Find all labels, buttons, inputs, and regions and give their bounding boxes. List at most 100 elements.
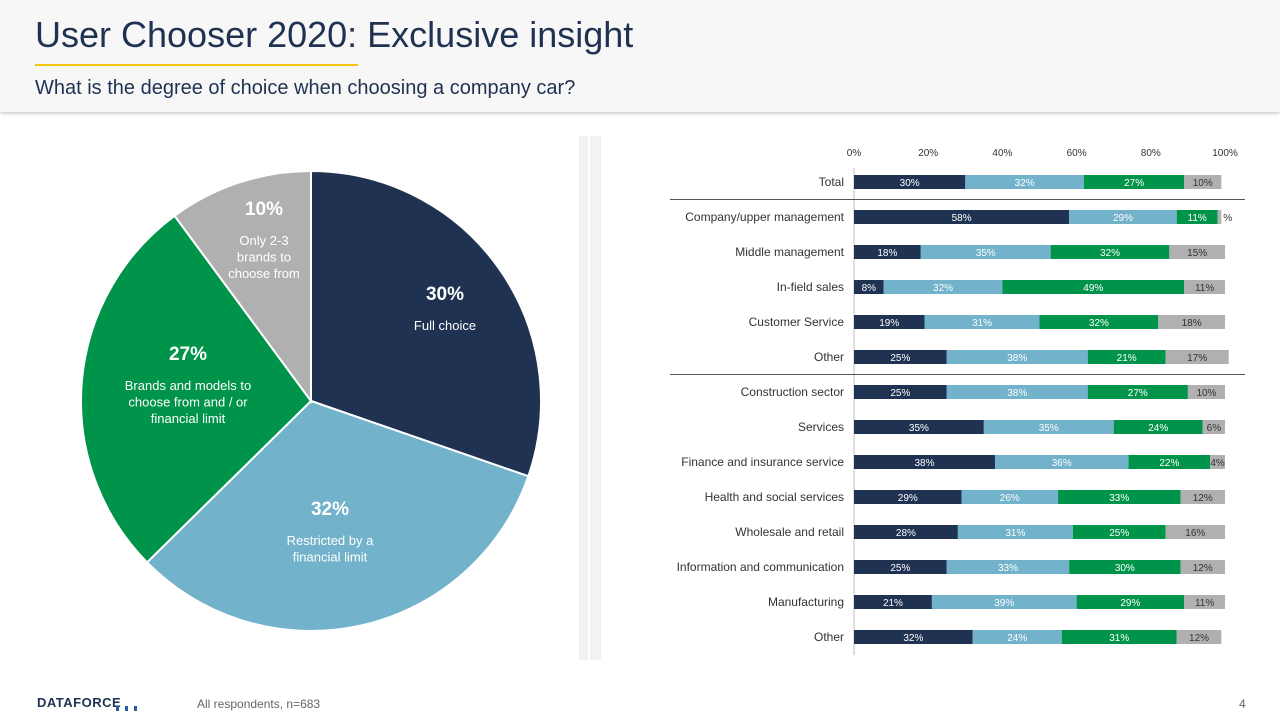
dataforce-logo: DATAFORCE bbox=[37, 695, 122, 710]
pie-slice-label: Restricted by a financial limit bbox=[287, 533, 374, 565]
bar-value-label: 29% bbox=[1113, 213, 1133, 224]
category-label: Customer Service bbox=[749, 315, 845, 329]
panel-divider-line bbox=[588, 136, 590, 660]
bar-value-label: 25% bbox=[890, 563, 910, 574]
bar-segment bbox=[994, 455, 1129, 469]
bar-value-label: 12% bbox=[1193, 563, 1213, 574]
bar-value-label: 24% bbox=[1007, 633, 1027, 644]
bar-segment bbox=[854, 245, 921, 259]
pie-slice bbox=[80, 214, 313, 564]
bar-value-label: 4% bbox=[1210, 458, 1225, 469]
bar-segment bbox=[920, 245, 1051, 259]
bar-segment bbox=[1061, 630, 1177, 644]
bar-segment bbox=[983, 420, 1114, 434]
bar-value-label: 21% bbox=[883, 598, 903, 609]
x-tick-label: 0% bbox=[847, 148, 862, 159]
bar-value-label: 27% bbox=[1124, 178, 1144, 189]
bar-segment bbox=[1180, 560, 1225, 574]
bar-value-label: 11% bbox=[1188, 213, 1207, 224]
pie-slice-label: Brands and models to choose from and / or… bbox=[125, 378, 251, 426]
bar-value-label: 31% bbox=[1005, 528, 1025, 539]
bar-value-label: 32% bbox=[1100, 248, 1120, 259]
bar-value-label: 39% bbox=[994, 598, 1014, 609]
bar-value-label: 15% bbox=[1187, 248, 1207, 259]
bar-segment bbox=[965, 175, 1085, 189]
bar-segment bbox=[1058, 490, 1181, 504]
category-label: Total bbox=[819, 175, 844, 189]
bar-value-label: 33% bbox=[998, 563, 1018, 574]
bar-segment bbox=[854, 630, 973, 644]
category-label: Services bbox=[798, 420, 844, 434]
category-label: Other bbox=[814, 350, 844, 364]
bar-value-label: 25% bbox=[1109, 528, 1129, 539]
bar-value-label: 33% bbox=[1109, 493, 1129, 504]
bar-value-label: 11% bbox=[1195, 283, 1214, 294]
bar-segment bbox=[1210, 455, 1225, 469]
slide-header: User Chooser 2020: Exclusive insight Wha… bbox=[0, 0, 1280, 112]
bar-segment bbox=[1069, 210, 1177, 224]
bar-segment bbox=[946, 385, 1088, 399]
category-label: Wholesale and retail bbox=[735, 525, 844, 539]
bar-segment bbox=[1180, 490, 1225, 504]
panel-divider bbox=[579, 136, 601, 660]
bar-value-label: 11% bbox=[1195, 598, 1214, 609]
bar-value-label: 6% bbox=[1207, 423, 1222, 434]
bar-value-label: 25% bbox=[890, 353, 910, 364]
bar-segment bbox=[883, 280, 1003, 294]
bar-value-label: 12% bbox=[1189, 633, 1209, 644]
bar-segment bbox=[854, 420, 984, 434]
bar-segment bbox=[1050, 245, 1170, 259]
pie-slice bbox=[310, 169, 542, 478]
bar-value-label: 49% bbox=[1083, 283, 1103, 294]
category-label: Manufacturing bbox=[768, 595, 844, 609]
bar-value-label: 32% bbox=[903, 633, 923, 644]
bar-value-label: 17% bbox=[1187, 353, 1207, 364]
bar-value-label: 24% bbox=[1148, 423, 1168, 434]
x-tick-label: 80% bbox=[1141, 148, 1161, 159]
bar-value-label: 12% bbox=[1193, 493, 1213, 504]
bar-segment bbox=[1087, 350, 1166, 364]
bar-segment bbox=[1128, 455, 1211, 469]
x-tick-label: 100% bbox=[1212, 148, 1238, 159]
pie-slice-label: Only 2-3 brands to choose from bbox=[228, 233, 300, 281]
bar-segment bbox=[1184, 280, 1225, 294]
pie-slice-percent: 30% bbox=[426, 284, 464, 305]
bar-segment bbox=[1217, 210, 1222, 224]
bar-value-label: 32% bbox=[1015, 178, 1035, 189]
bar-segment bbox=[1184, 595, 1225, 609]
category-label: In-field sales bbox=[777, 280, 844, 294]
bar-value-label: 35% bbox=[1039, 423, 1059, 434]
bar-value-label: 19% bbox=[879, 318, 899, 329]
category-label: Information and communication bbox=[677, 560, 844, 574]
bar-segment bbox=[854, 350, 947, 364]
bar-value-label: 8% bbox=[862, 283, 877, 294]
category-label: Company/upper management bbox=[685, 210, 844, 224]
bar-segment bbox=[924, 315, 1040, 329]
category-label: Finance and insurance service bbox=[681, 455, 844, 469]
bar-segment bbox=[854, 385, 947, 399]
bar-segment bbox=[854, 315, 925, 329]
bar-value-label: 16% bbox=[1185, 528, 1205, 539]
page-number: 4 bbox=[1239, 697, 1246, 711]
bar-segment bbox=[946, 560, 1070, 574]
bar-value-label: 35% bbox=[976, 248, 996, 259]
bar-segment bbox=[1039, 315, 1159, 329]
bar-value-label: 30% bbox=[1115, 563, 1135, 574]
bar-value-label: 22% bbox=[1159, 458, 1179, 469]
bar-segment bbox=[854, 560, 947, 574]
bar-segment bbox=[1084, 175, 1185, 189]
bar-value-label: 32% bbox=[1089, 318, 1109, 329]
pie-slice bbox=[145, 399, 530, 632]
bar-segment bbox=[1176, 210, 1218, 224]
bar-segment bbox=[854, 455, 995, 469]
bar-value-label: % bbox=[1223, 213, 1232, 224]
pie-slice-label: Full choice bbox=[414, 318, 476, 333]
pie-slice bbox=[173, 169, 312, 405]
bar-value-label: 18% bbox=[1182, 318, 1202, 329]
bar-segment bbox=[1187, 385, 1225, 399]
bar-segment bbox=[1176, 630, 1222, 644]
bar-segment bbox=[1165, 350, 1229, 364]
bar-value-label: 27% bbox=[1128, 388, 1148, 399]
bar-value-label: 18% bbox=[877, 248, 897, 259]
bar-segment bbox=[1072, 525, 1166, 539]
